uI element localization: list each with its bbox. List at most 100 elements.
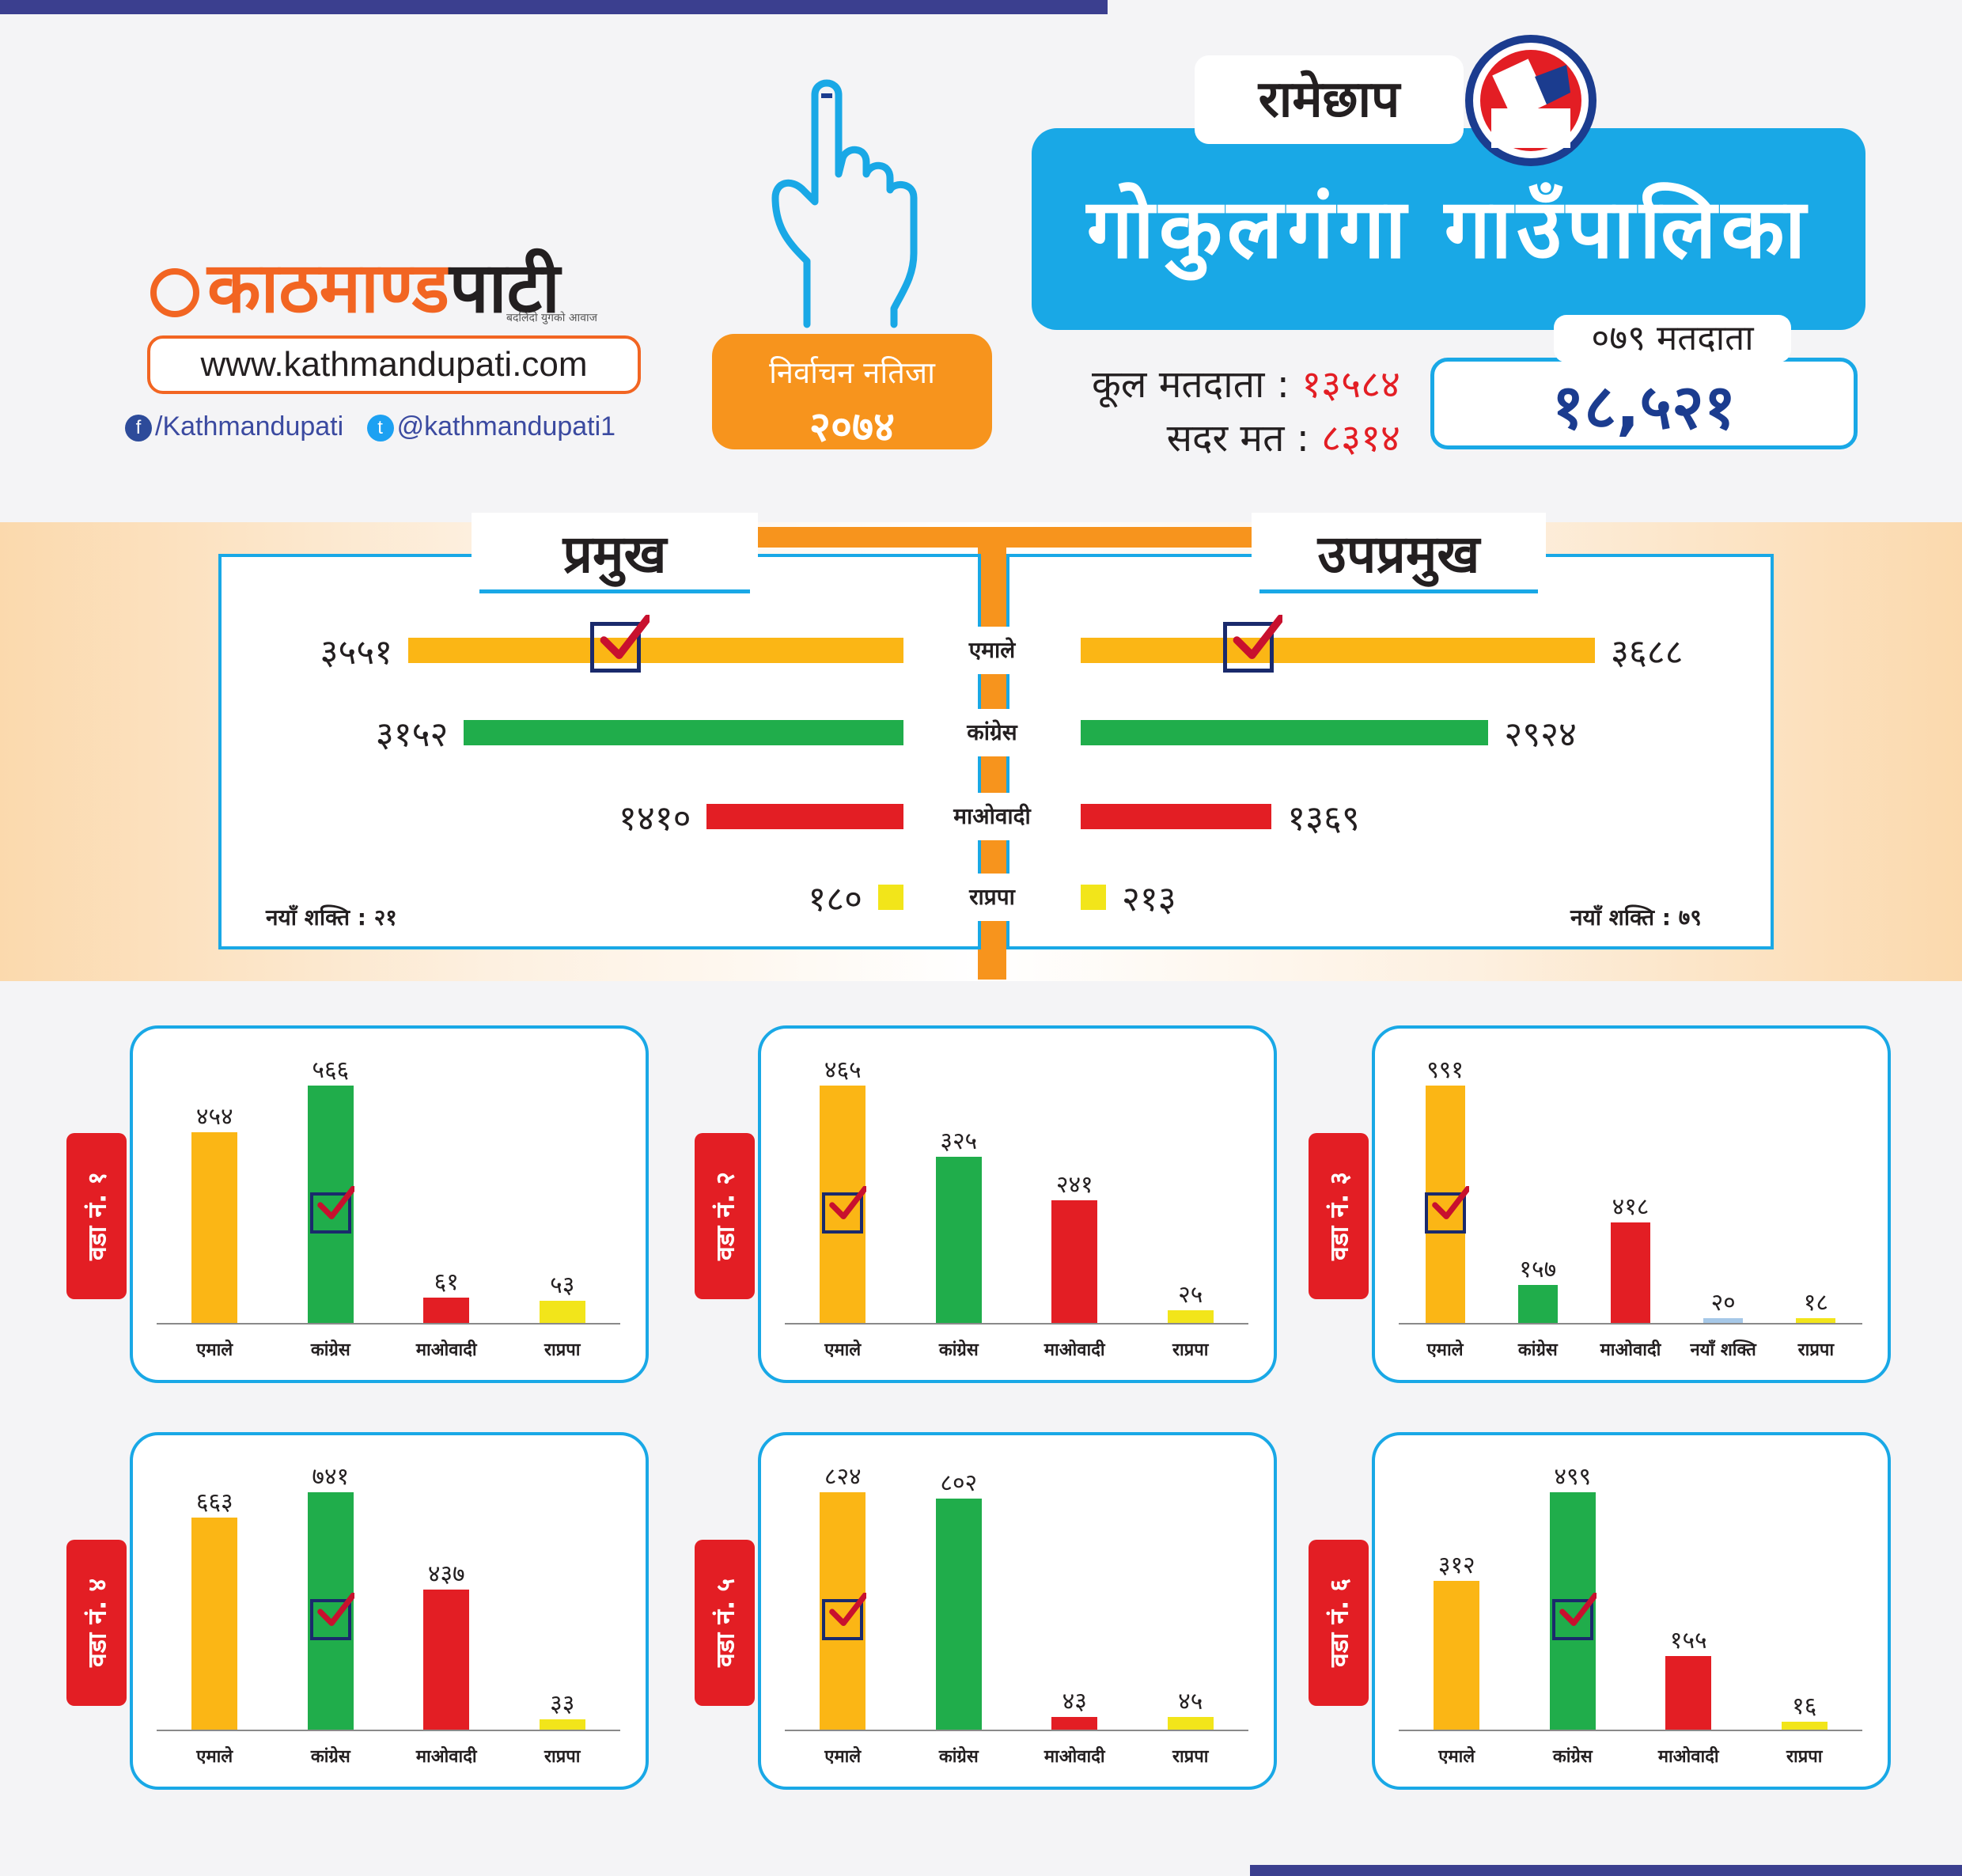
ward-3-value-new-force: २० (1710, 1288, 1736, 1317)
ward-4-winner-check-icon (309, 1593, 354, 1640)
ward-3-bar-new-force (1703, 1317, 1744, 1323)
ward-1-category-maoist: माओवादी (415, 1340, 477, 1360)
deputy-bar-maoist (1081, 804, 1272, 829)
mayor-new-force-note: नयाँ शक्ति : २१ (266, 904, 397, 930)
ward-1-bar-congress (307, 1086, 354, 1323)
ward-4-value-congress: ७४१ (312, 1463, 350, 1491)
ward-6-bar-maoist (1665, 1655, 1712, 1730)
deputy-winner-check-icon (1223, 615, 1282, 673)
mayor-value-congress: ३१५२ (375, 714, 449, 755)
ward-axis-2 (785, 1323, 1248, 1325)
total-voters-value: १३५८४ (1301, 362, 1400, 407)
ward-2-value-uml: ४६५ (824, 1056, 862, 1084)
ward-5-value-uml: ८२४ (824, 1463, 862, 1491)
ward-4-category-uml: एमाले (196, 1747, 233, 1767)
ward-title-2: वडा नं. २ (710, 1171, 740, 1261)
party-label-maoist: माओवादी (933, 793, 1051, 840)
ward-3-value-rpp: १८ (1803, 1289, 1828, 1317)
ward-tag-5: वडा नं. ५ (695, 1540, 755, 1706)
ward-6-bar-congress (1549, 1492, 1596, 1730)
mayor-heading: प्रमुख (472, 513, 758, 597)
brand-tagline: बदलिंदो युगको आवाज (506, 312, 597, 324)
ward-4-bar-congress (307, 1492, 354, 1730)
ward-4-category-rpp: राप्रपा (544, 1747, 581, 1767)
deputy-value-uml: ३६८८ (1611, 632, 1684, 673)
ward-1-category-uml: एमाले (196, 1340, 233, 1360)
ward-5-category-congress: कांग्रेस (938, 1747, 979, 1767)
ward-1-value-congress: ५६६ (312, 1056, 350, 1084)
ward-1-bar-maoist (423, 1297, 470, 1323)
ward-3-category-uml: एमाले (1426, 1340, 1464, 1360)
mayor-bar-congress (464, 720, 903, 745)
ward-title-5: वडा नं. ५ (710, 1578, 740, 1668)
ward-6-winner-check-icon (1551, 1593, 1596, 1640)
ward-4-value-uml: ६६३ (195, 1488, 233, 1516)
voters-079-value: १८,५२१ (1430, 358, 1858, 449)
deputy-value-congress: २९२४ (1504, 714, 1577, 755)
website-link[interactable]: www.kathmandupati.com (147, 335, 641, 394)
ward-2-value-maoist: २४१ (1055, 1170, 1093, 1199)
deputy-value-rpp: २१३ (1122, 879, 1176, 919)
ward-4-value-maoist: ४३७ (427, 1560, 465, 1589)
ward-axis-5 (785, 1730, 1248, 1731)
ward-6-category-congress: कांग्रेस (1552, 1747, 1593, 1767)
ward-5-category-uml: एमाले (824, 1747, 862, 1767)
mayor-bar-maoist (706, 804, 903, 829)
facebook-handle[interactable]: /Kathmandupati (155, 411, 344, 442)
ward-2-value-rpp: २५ (1178, 1280, 1203, 1309)
ward-axis-6 (1399, 1730, 1862, 1731)
ward-6-category-maoist: माओवादी (1657, 1747, 1719, 1767)
voting-finger-icon (771, 79, 918, 328)
ward-3-bar-rpp (1796, 1318, 1836, 1323)
social-links: f/Kathmandupati t @kathmandupati1 (125, 411, 615, 442)
ward-tag-4: वडा नं. ४ (66, 1540, 127, 1706)
mayor-value-uml: ३५५१ (320, 632, 393, 673)
mayor-bar-rpp (878, 885, 903, 910)
ward-1-winner-check-icon (309, 1186, 354, 1234)
ward-5-bar-rpp (1167, 1716, 1214, 1730)
ward-4-category-congress: कांग्रेस (310, 1747, 350, 1767)
brand-logo[interactable]: काठमाण्डपाटी (150, 237, 560, 332)
ward-card-1: ४५४ एमाले ५६६ कांग्रेस ६१ माओवादी ५३ राप्रपा (130, 1025, 649, 1383)
ward-title-3: वडा नं. ३ (1324, 1171, 1354, 1261)
ward-1-category-rpp: राप्रपा (544, 1340, 581, 1360)
valid-votes-value: ८३१४ (1321, 416, 1400, 460)
deputy-new-force-note: नयाँ शक्ति : ७९ (1570, 904, 1702, 930)
election-result-box: निर्वाचन नतिजा २०७४ (712, 334, 992, 451)
ward-title-6: वडा नं. ६ (1324, 1578, 1354, 1668)
ward-title-1: वडा नं. १ (81, 1171, 112, 1261)
ward-1-bar-rpp (539, 1300, 585, 1323)
municipality-title: गोकुलगंगा गाउँपालिका (1032, 128, 1865, 330)
deputy-bar-uml (1081, 638, 1595, 663)
ward-1-value-uml: ४५४ (195, 1103, 233, 1131)
ward-3-category-maoist: माओवादी (1600, 1340, 1661, 1360)
ward-5-bar-congress (935, 1499, 982, 1730)
ward-5-bar-uml (820, 1492, 866, 1730)
party-label-rpp: राप्रपा (933, 874, 1051, 921)
ward-2-value-congress: ३२५ (940, 1127, 978, 1156)
ward-3-value-maoist: ४१८ (1612, 1193, 1650, 1222)
ward-axis-3 (1399, 1323, 1862, 1325)
ballot-box-icon (1465, 35, 1596, 166)
ward-tag-1: वडा नं. १ (66, 1133, 127, 1299)
ward-6-category-rpp: राप्रपा (1786, 1747, 1823, 1767)
mayor-winner-check-icon (590, 615, 650, 673)
deputy-bar-rpp (1081, 885, 1106, 910)
top-accent-bar (0, 0, 1108, 14)
ward-axis-4 (157, 1730, 620, 1731)
ward-5-value-maoist: ४३ (1062, 1688, 1087, 1716)
mayor-value-rpp: १८० (808, 879, 862, 919)
twitter-handle[interactable]: @kathmandupati1 (396, 411, 616, 442)
ward-1-category-congress: कांग्रेस (310, 1340, 350, 1360)
logo-ring-icon (150, 268, 199, 318)
party-label-uml: एमाले (933, 627, 1051, 674)
ward-6-value-rpp: १६ (1792, 1692, 1817, 1721)
ward-tag-3: वडा नं. ३ (1309, 1133, 1369, 1299)
ward-2-winner-check-icon (822, 1186, 867, 1234)
ward-tag-2: वडा नं. २ (695, 1133, 755, 1299)
ward-5-value-rpp: ४५ (1178, 1687, 1203, 1715)
ward-2-bar-maoist (1051, 1200, 1098, 1323)
ward-2-bar-rpp (1167, 1309, 1214, 1323)
mayor-bar-uml (408, 638, 903, 663)
ward-3-category-rpp: राप्रपा (1797, 1340, 1835, 1360)
